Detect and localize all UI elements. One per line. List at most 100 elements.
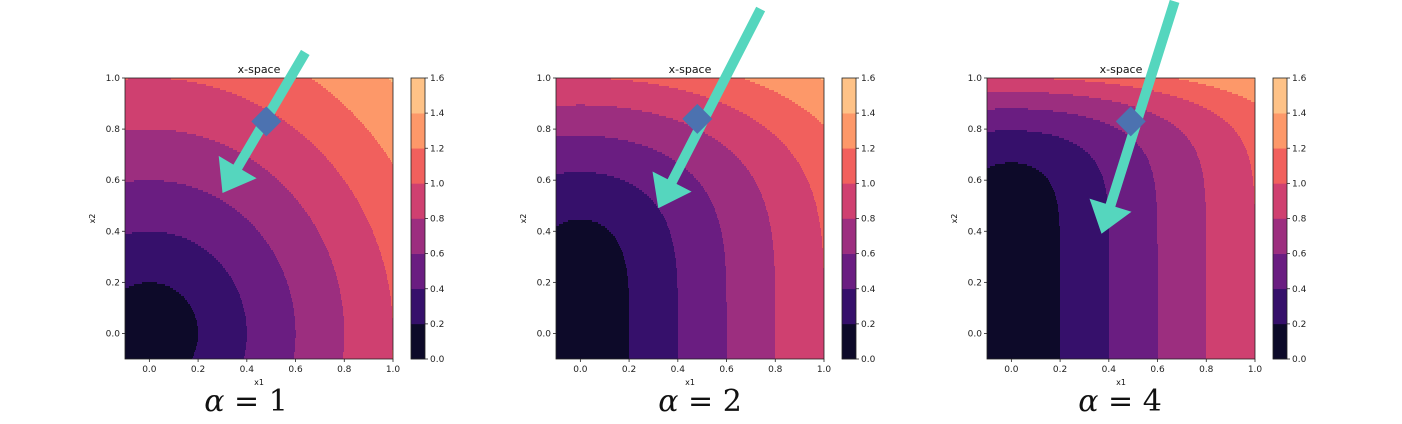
y-tick-label: 0.0 <box>968 329 983 339</box>
colorbar-tick-label: 1.4 <box>1292 109 1307 119</box>
colorbar-segment <box>842 218 856 254</box>
colorbar-tick-label: 0.0 <box>430 355 445 365</box>
x-axis-label: x1 <box>254 378 264 387</box>
contour-field <box>556 78 824 359</box>
colorbar-tick-label: 0.2 <box>861 320 875 330</box>
contour-panel-2: 0.0 0.2 0.4 0.6 0.8 1.0 0.0 0.2 0.4 0.6 0.8 1.0 x-sp… <box>519 6 876 387</box>
colorbar-tick-label: 1.0 <box>430 179 445 189</box>
colorbar-segment <box>1273 183 1287 219</box>
x-tick-label: 0.2 <box>191 365 205 375</box>
colorbar-segment <box>842 183 856 219</box>
x-tick-label: 0.2 <box>1053 365 1067 375</box>
colorbar-tick-label: 1.2 <box>861 144 875 154</box>
y-tick-label: 1.0 <box>968 74 983 84</box>
y-tick-label: 0.0 <box>537 329 552 339</box>
caption-alpha-1: α = 1 <box>204 384 288 419</box>
plot-frame <box>124 77 394 360</box>
colorbar-tick-label: 1.4 <box>861 109 876 119</box>
colorbar-segment <box>411 78 425 114</box>
colorbar-tick-label: 1.6 <box>861 74 876 84</box>
colorbar-segment <box>411 288 425 325</box>
colorbar-segment <box>1273 113 1287 149</box>
colorbar-tick-label: 0.8 <box>430 215 445 225</box>
colorbar-segment <box>411 323 425 360</box>
colorbar-segment <box>411 113 425 149</box>
colorbar-segment <box>1273 148 1287 184</box>
y-tick-label: 0.6 <box>968 176 983 186</box>
colorbar-segment <box>1273 288 1287 325</box>
colorbar-tick-label: 1.2 <box>1292 144 1306 154</box>
colorbar-tick-label: 0.6 <box>861 250 876 260</box>
plot-frame <box>555 77 825 360</box>
x-tick-label: 1.0 <box>1248 365 1263 375</box>
x-tick-label: 0.4 <box>240 365 255 375</box>
x-tick-label: 1.0 <box>386 365 401 375</box>
point-marker <box>251 106 282 137</box>
colorbar-tick-label: 1.0 <box>1292 179 1307 189</box>
y-tick-label: 0.2 <box>537 278 551 288</box>
caption-alpha-4: α = 4 <box>1078 384 1162 419</box>
x-tick-label: 0.6 <box>1150 365 1165 375</box>
x-axis-label: x1 <box>1116 378 1126 387</box>
y-tick-label: 0.8 <box>968 125 983 135</box>
x-tick-label: 0.4 <box>1102 365 1117 375</box>
y-tick-label: 0.6 <box>537 176 552 186</box>
colorbar-segment <box>1273 218 1287 254</box>
colorbar-segment <box>842 113 856 149</box>
colorbar-tick-label: 0.0 <box>1292 355 1307 365</box>
colorbar-segment <box>1273 78 1287 114</box>
contour-panel-3: 0.0 0.2 0.4 0.6 0.8 1.0 0.0 0.2 0.4 0.6 0.8 1.0 x-sp… <box>950 0 1307 387</box>
y-tick-label: 0.2 <box>106 278 120 288</box>
x-axis-label: x1 <box>685 378 695 387</box>
direction-arrow <box>652 6 766 209</box>
y-tick-label: 1.0 <box>106 74 121 84</box>
contour-field <box>125 78 393 359</box>
colorbar-segment <box>1273 253 1287 290</box>
colorbar-segment <box>411 148 425 184</box>
y-tick-label: 0.6 <box>106 176 121 186</box>
colorbar-segment <box>842 78 856 114</box>
colorbar-segment <box>842 148 856 184</box>
colorbar-segment <box>842 323 856 360</box>
plot-frame <box>986 77 1256 360</box>
y-tick-label: 1.0 <box>537 74 552 84</box>
plot-title: x-space <box>1100 63 1143 76</box>
colorbar-tick-label: 0.2 <box>430 320 444 330</box>
y-axis-label: x2 <box>88 214 97 224</box>
point-marker <box>682 103 713 134</box>
colorbar-segment <box>842 288 856 325</box>
plot-title: x-space <box>669 63 712 76</box>
colorbar-segment <box>411 218 425 254</box>
x-tick-label: 0.8 <box>1199 365 1214 375</box>
y-tick-label: 0.2 <box>968 278 982 288</box>
colorbar-tick-label: 0.6 <box>1292 250 1307 260</box>
y-tick-label: 0.8 <box>537 125 552 135</box>
x-tick-label: 1.0 <box>817 365 832 375</box>
x-tick-label: 0.8 <box>337 365 352 375</box>
colorbar-tick-label: 0.4 <box>1292 285 1307 295</box>
plot-title: x-space <box>238 63 281 76</box>
contour-panel-1: 0.0 0.2 0.4 0.6 0.8 1.0 0.0 0.2 0.4 0.6 0.8 1.0 x-sp… <box>88 49 445 387</box>
colorbar-tick-label: 1.4 <box>430 109 445 119</box>
x-tick-label: 0.2 <box>622 365 636 375</box>
colorbar-tick-label: 0.8 <box>861 215 876 225</box>
x-tick-label: 0.0 <box>142 365 157 375</box>
y-tick-label: 0.4 <box>968 227 983 237</box>
y-axis-label: x2 <box>519 214 528 224</box>
x-tick-label: 0.4 <box>671 365 686 375</box>
colorbar-segment <box>411 183 425 219</box>
colorbar-tick-label: 0.2 <box>1292 320 1306 330</box>
colorbar-tick-label: 0.4 <box>861 285 876 295</box>
x-tick-label: 0.8 <box>768 365 783 375</box>
x-tick-label: 0.6 <box>719 365 734 375</box>
colorbar-tick-label: 1.0 <box>861 179 876 189</box>
colorbar-tick-label: 0.8 <box>1292 215 1307 225</box>
colorbar-tick-label: 0.0 <box>861 355 876 365</box>
colorbar-tick-label: 1.2 <box>430 144 444 154</box>
y-tick-label: 0.8 <box>106 125 121 135</box>
y-tick-label: 0.4 <box>537 227 552 237</box>
colorbar-tick-label: 1.6 <box>430 74 445 84</box>
colorbar-segment <box>842 253 856 290</box>
colorbar-segment <box>1273 323 1287 360</box>
